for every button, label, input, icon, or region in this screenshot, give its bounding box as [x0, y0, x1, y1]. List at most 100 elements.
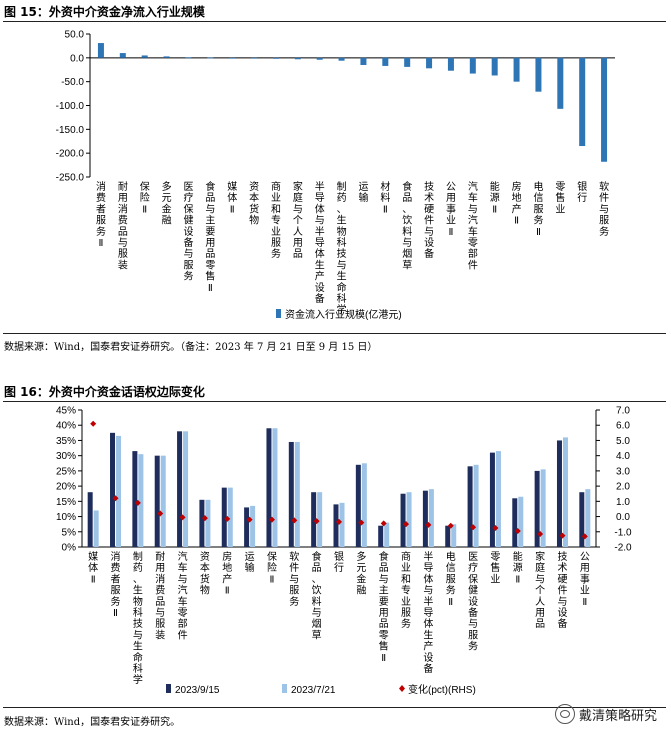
category-label: 食品与主要用品零售 Ⅱ [379, 550, 389, 664]
category-label: 电信服务 Ⅱ [446, 550, 456, 608]
category-label: 多元金融 [356, 550, 366, 597]
y2-tick-label: 2.0 [616, 482, 630, 493]
chart-15-net-inflow: 50.0 0.0 -50.0 -100.0 -150.0 -200.0 -250.0 消费者服… [56, 30, 615, 321]
bar [469, 57, 476, 74]
y-tick-label: -250.0 [56, 173, 85, 184]
category-label: 食品与主要用品零售 Ⅱ [205, 180, 215, 294]
bar-2023-09-15 [489, 452, 495, 547]
wechat-logo-icon [554, 704, 575, 724]
bar-2023-07-21 [406, 492, 412, 547]
chart-16-influence-change: 45% 40% 35% 30% 25% 20% 15% 10% 5% 0% 7.0 6.0 5.0 4.0… [56, 406, 632, 697]
change-marker [246, 516, 253, 523]
category-label: 公用事业 Ⅱ [446, 182, 456, 238]
category-label: 零售业 [555, 181, 565, 215]
bar-2023-07-21 [518, 496, 524, 547]
category-label: 消费者服务 Ⅱ [96, 180, 106, 249]
category-label: 半导体与半导体生产设备 [315, 180, 325, 305]
bar-2023-07-21 [473, 464, 479, 547]
category-label: 能源 Ⅱ [513, 550, 523, 585]
legend-swatch-2023-09-15 [166, 684, 171, 693]
bar-2023-09-15 [422, 490, 428, 547]
figure-16-source: 数据来源：Wind，国泰君安证券研究。 [4, 717, 181, 728]
category-label: 半导体与半导体生产设备 [423, 550, 433, 675]
category-label: 医疗保健设备与服务 [183, 181, 193, 283]
y-tick-label: 30% [56, 451, 76, 462]
bar-2023-07-21 [272, 428, 278, 547]
y-tick-label: 35% [56, 436, 76, 447]
bar-2023-07-21 [540, 469, 546, 547]
bar-2023-09-15 [378, 525, 384, 547]
bar [382, 57, 389, 66]
change-marker [134, 499, 141, 506]
change-marker [291, 517, 298, 524]
bar-2023-09-15 [266, 428, 272, 547]
bar [251, 57, 258, 59]
bar-2023-07-21 [451, 524, 457, 547]
category-label: 电信服务 Ⅱ [533, 180, 543, 238]
category-label: 银行 [577, 180, 587, 204]
category-label: 家庭与个人用品 [293, 180, 303, 260]
bar [207, 57, 214, 59]
category-label: 食品、饮料与烟草 [312, 550, 322, 641]
figure-16-title: 图 16：外资中介资金话语权边际变化 [4, 385, 205, 399]
bar-2023-07-21 [227, 487, 233, 547]
bar-2023-09-15 [288, 441, 294, 547]
y-tick-label: 0.0 [70, 53, 84, 64]
bar-2023-09-15 [512, 498, 518, 547]
category-label: 耐用消费品与服装 [118, 180, 128, 271]
bar-2023-07-21 [585, 489, 591, 547]
legend-label-change: 变化(pct)(RHS) [408, 683, 476, 696]
change-marker [358, 519, 365, 526]
bar [229, 57, 236, 59]
bar [360, 57, 367, 65]
bar-2023-07-21 [250, 505, 256, 547]
bar-2023-07-21 [138, 454, 144, 547]
bar-2023-07-21 [384, 522, 390, 547]
bar [163, 56, 170, 58]
category-label: 技术硬件与设备 [424, 180, 434, 260]
category-label: 房地产 Ⅱ [222, 550, 232, 597]
change-marker [90, 420, 97, 427]
category-label: 制药、生物科技与生命科学 [337, 180, 347, 316]
bar [557, 57, 564, 109]
bar-2023-07-21 [361, 463, 367, 547]
change-marker [157, 510, 164, 517]
category-label: 媒体 Ⅱ [227, 181, 237, 215]
y2-tick-label: 6.0 [616, 421, 630, 432]
category-label: 多元金融 [162, 180, 172, 227]
change-marker [380, 520, 387, 527]
bar-2023-07-21 [562, 437, 568, 547]
bar-2023-07-21 [317, 492, 323, 547]
bar-2023-07-21 [495, 451, 501, 547]
bar-2023-09-15 [579, 492, 585, 547]
bar-2023-09-15 [221, 487, 227, 547]
y-tick-label: -100.0 [56, 101, 85, 112]
bar [316, 57, 323, 60]
bar-2023-09-15 [311, 492, 317, 547]
bar-2023-09-15 [556, 440, 562, 547]
bar-2023-07-21 [294, 441, 300, 547]
bar [404, 57, 411, 67]
bar [97, 43, 104, 58]
category-label: 技术硬件与设备 [557, 550, 567, 630]
category-label: 银行 [334, 550, 344, 574]
bar [119, 53, 126, 58]
bar [491, 57, 498, 76]
bar-2023-07-21 [160, 455, 166, 547]
category-label: 汽车与汽车零部件 [468, 180, 478, 271]
change-marker [514, 528, 521, 535]
bar-2023-09-15 [445, 525, 451, 547]
y-tick-label: 25% [56, 466, 76, 477]
y-tick-label: -150.0 [56, 125, 85, 136]
change-marker [313, 518, 320, 525]
category-label: 商业和专业服务 [271, 180, 281, 260]
bar-2023-09-15 [177, 431, 183, 547]
bar-2023-09-15 [199, 499, 205, 547]
legend-label-2023-07-21: 2023/7/21 [291, 685, 336, 696]
bar-2023-09-15 [244, 507, 250, 547]
category-label: 资本货物 [249, 181, 259, 227]
bar-2023-07-21 [183, 431, 189, 547]
bar [338, 57, 345, 61]
y2-tick-label: 0.0 [616, 512, 630, 523]
legend-label: 资金流入行业规模(亿港元) [285, 308, 402, 321]
